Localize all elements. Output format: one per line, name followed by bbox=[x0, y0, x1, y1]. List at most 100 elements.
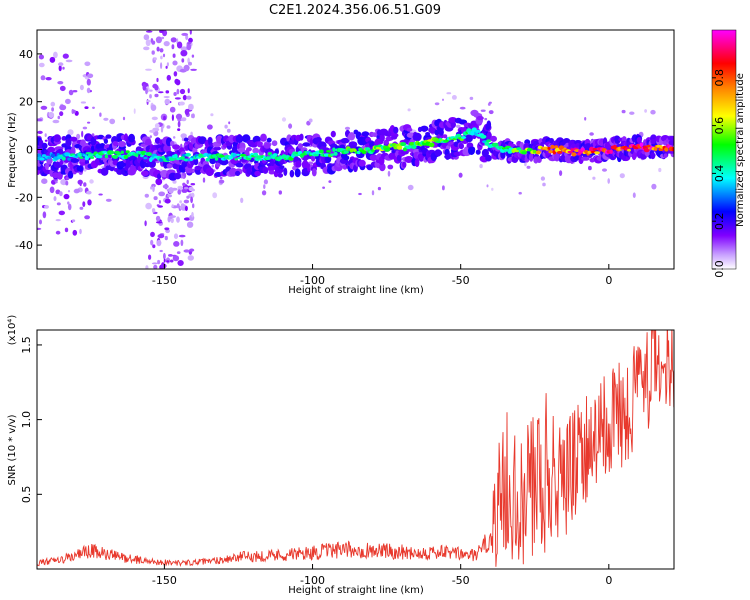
heatmap-cell bbox=[406, 127, 413, 132]
heatmap-cell bbox=[584, 117, 587, 121]
heatmap-cell bbox=[322, 186, 325, 189]
heatmap-cell bbox=[58, 62, 64, 67]
y-tick-label: 0.5 bbox=[20, 486, 33, 504]
heatmap-cell bbox=[311, 168, 317, 177]
heatmap-cell bbox=[183, 137, 189, 142]
heatmap-cell bbox=[414, 158, 420, 168]
heatmap-cell bbox=[486, 184, 489, 188]
heatmap-cell bbox=[326, 150, 331, 153]
heatmap-cell bbox=[87, 73, 94, 79]
heatmap-cell bbox=[164, 235, 168, 241]
heatmap-cell bbox=[379, 133, 385, 142]
heatmap-cell bbox=[342, 164, 348, 170]
heatmap-cell bbox=[65, 180, 69, 186]
heatmap-cell bbox=[553, 153, 561, 162]
heatmap-cell bbox=[159, 249, 163, 253]
heatmap-cell bbox=[281, 117, 287, 122]
heatmap-cell bbox=[37, 130, 43, 134]
heatmap-cell bbox=[451, 95, 457, 100]
heatmap-cell bbox=[153, 196, 158, 201]
heatmap-cell bbox=[529, 153, 534, 162]
heatmap-cell bbox=[129, 164, 138, 174]
heatmap-cell bbox=[164, 198, 171, 204]
heatmap-cell bbox=[123, 154, 129, 159]
heatmap-cell bbox=[428, 127, 437, 134]
heatmap-cell bbox=[75, 188, 80, 193]
heatmap-cell bbox=[232, 152, 237, 158]
heatmap-cell bbox=[176, 203, 180, 209]
heatmap-cell bbox=[425, 132, 431, 136]
heatmap-cell bbox=[166, 260, 170, 263]
heatmap-cell bbox=[183, 64, 190, 72]
heatmap-cell bbox=[102, 150, 107, 154]
heatmap-cell bbox=[58, 210, 65, 216]
heatmap-cell bbox=[479, 164, 483, 169]
heatmap-cell bbox=[186, 221, 194, 228]
heatmap-cell bbox=[306, 163, 311, 172]
heatmap-cell bbox=[40, 105, 48, 110]
heatmap-cell bbox=[53, 51, 58, 59]
heatmap-cell bbox=[400, 142, 407, 147]
y-tick-label: 20 bbox=[19, 96, 33, 109]
heatmap-cell bbox=[98, 193, 103, 196]
heatmap-cell bbox=[185, 167, 193, 174]
heatmap-cell bbox=[246, 147, 252, 152]
heatmap-cell bbox=[48, 112, 55, 118]
heatmap-cell bbox=[67, 170, 74, 179]
heatmap-cell bbox=[156, 77, 159, 83]
heatmap-cell bbox=[215, 162, 221, 168]
snr-background bbox=[37, 330, 674, 569]
heatmap-cell bbox=[181, 58, 185, 63]
heatmap-cell bbox=[148, 254, 152, 260]
heatmap-cell bbox=[175, 79, 181, 86]
heatmap-cell bbox=[45, 77, 52, 81]
heatmap-cell bbox=[46, 157, 53, 165]
heatmap-cell bbox=[343, 150, 349, 154]
heatmap-cell bbox=[65, 98, 71, 105]
heatmap-cell bbox=[59, 191, 63, 197]
heatmap-cell bbox=[434, 102, 440, 106]
heatmap-cell bbox=[174, 97, 181, 100]
heatmap-cell bbox=[592, 176, 596, 180]
heatmap-cell bbox=[50, 101, 56, 107]
heatmap-cell bbox=[61, 136, 67, 141]
heatmap-cell bbox=[173, 92, 177, 96]
heatmap-cell bbox=[252, 147, 260, 154]
heatmap-cell bbox=[141, 170, 149, 176]
heatmap-cell bbox=[155, 36, 162, 44]
heatmap-cell bbox=[413, 132, 422, 142]
heatmap-cell bbox=[358, 192, 362, 196]
heatmap-cell bbox=[409, 142, 416, 146]
heatmap-cell bbox=[37, 227, 42, 230]
heatmap-cell bbox=[70, 158, 80, 164]
spectrogram-x-label: Height of straight line (km) bbox=[288, 285, 424, 296]
heatmap-cell bbox=[574, 140, 582, 145]
heatmap-cell bbox=[41, 142, 48, 149]
heatmap-cell bbox=[491, 187, 494, 191]
snr-x-ticks: -150 -100 -50 0 bbox=[152, 564, 612, 587]
heatmap-cell bbox=[207, 124, 213, 130]
heatmap-cell bbox=[205, 167, 214, 177]
heatmap-cell bbox=[288, 123, 293, 129]
heatmap-cell bbox=[53, 134, 61, 143]
heatmap-cell bbox=[183, 217, 191, 221]
heatmap-cell bbox=[402, 161, 407, 168]
heatmap-cell bbox=[55, 230, 61, 235]
heatmap-cell bbox=[79, 84, 84, 91]
heatmap-cell bbox=[643, 147, 650, 153]
heatmap-cell bbox=[223, 160, 229, 165]
heatmap-cell bbox=[179, 88, 186, 95]
heatmap-cell bbox=[540, 176, 546, 181]
heatmap-cell bbox=[239, 147, 246, 153]
heatmap-cell bbox=[45, 162, 49, 171]
heatmap-cell bbox=[456, 124, 461, 128]
heatmap-cell bbox=[64, 227, 69, 233]
heatmap-cell bbox=[173, 136, 176, 139]
heatmap-cell bbox=[84, 215, 90, 220]
heatmap-cell bbox=[155, 215, 161, 222]
heatmap-cell bbox=[178, 234, 186, 238]
heatmap-cell bbox=[39, 219, 42, 225]
heatmap-cell bbox=[112, 154, 119, 159]
heatmap-cell bbox=[116, 152, 122, 156]
heatmap-cell bbox=[155, 178, 163, 186]
